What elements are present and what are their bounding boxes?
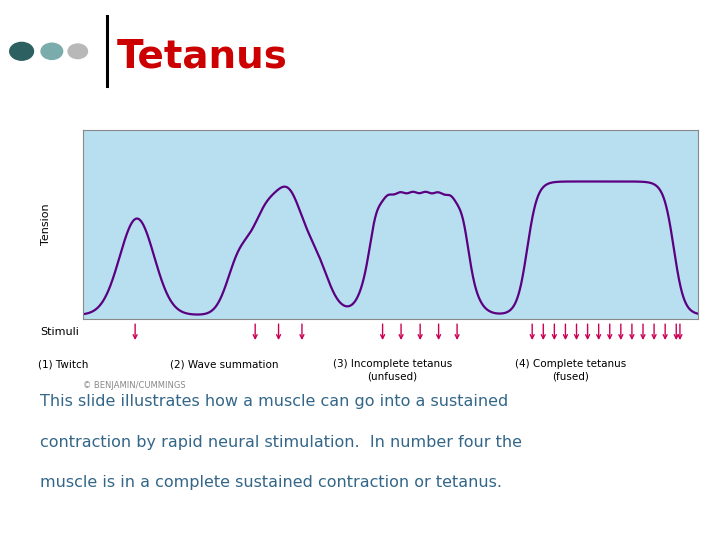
Text: Tetanus: Tetanus	[117, 38, 287, 76]
Text: contraction by rapid neural stimulation.  In number four the: contraction by rapid neural stimulation.…	[40, 435, 521, 450]
Text: Stimuli: Stimuli	[40, 327, 79, 337]
Text: Tension: Tension	[41, 203, 51, 245]
Text: This slide illustrates how a muscle can go into a sustained: This slide illustrates how a muscle can …	[40, 394, 508, 409]
Text: (1) Twitch: (1) Twitch	[38, 359, 89, 369]
Text: (3) Incomplete tetanus
(unfused): (3) Incomplete tetanus (unfused)	[333, 359, 452, 381]
Text: (2) Wave summation: (2) Wave summation	[171, 359, 279, 369]
Text: muscle is in a complete sustained contraction or tetanus.: muscle is in a complete sustained contra…	[40, 475, 502, 490]
Text: (4) Complete tetanus
(fused): (4) Complete tetanus (fused)	[515, 359, 626, 381]
Text: © BENJAMIN/CUMMINGS: © BENJAMIN/CUMMINGS	[83, 381, 186, 390]
